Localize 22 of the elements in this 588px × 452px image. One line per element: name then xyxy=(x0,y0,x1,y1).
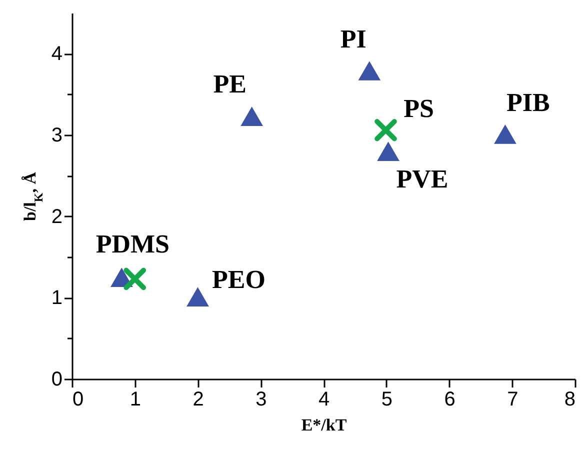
y-tick-label: 2 xyxy=(51,206,62,228)
x-axis-title: E*/kT xyxy=(301,416,348,434)
x-tick-label: 0 xyxy=(72,388,84,410)
y-tick-label: 3 xyxy=(51,124,62,146)
x-tick-label: 2 xyxy=(192,388,204,410)
x-tick-label: 1 xyxy=(130,388,141,410)
x-tick-label: 4 xyxy=(318,388,330,410)
x-tick-label: 8 xyxy=(564,388,576,410)
annotation: PI xyxy=(340,24,366,54)
x-tick-label: 3 xyxy=(256,388,267,410)
x-tick-label: 6 xyxy=(444,388,456,410)
annotation: PDMS xyxy=(96,229,170,258)
annotation: PVE xyxy=(396,164,448,194)
annotation: PS xyxy=(404,94,434,124)
x-tick-label: 5 xyxy=(381,388,392,410)
annotation: PIB xyxy=(506,88,550,118)
y-tick-label: 1 xyxy=(51,287,62,310)
y-tick-label: 4 xyxy=(51,43,62,66)
y-tick-label: 0 xyxy=(51,368,62,390)
annotation: PE xyxy=(213,69,246,98)
annotation: PEO xyxy=(212,264,266,294)
x-tick-label: 7 xyxy=(507,388,518,410)
